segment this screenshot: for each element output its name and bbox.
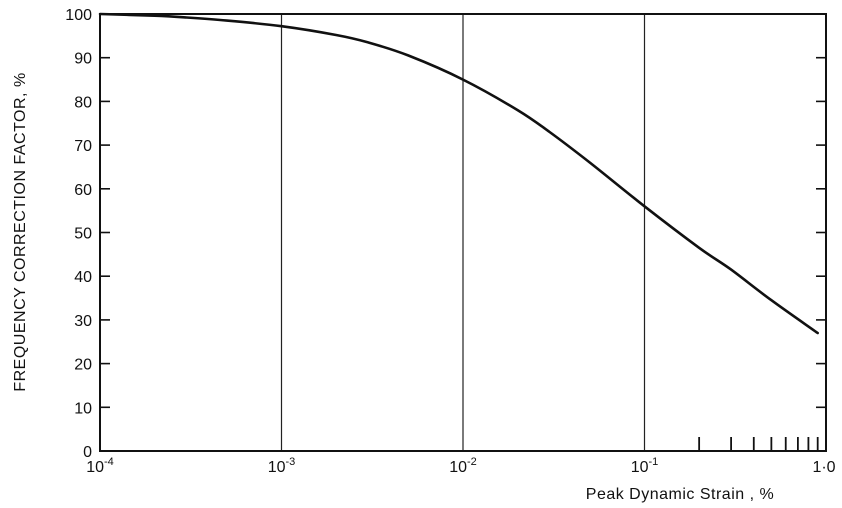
x-axis-title: Peak Dynamic Strain , %: [586, 486, 774, 503]
x-tick-exponent: -3: [286, 456, 296, 468]
y-tick-label: 50: [74, 226, 92, 243]
x-tick-base: 10: [631, 459, 649, 476]
x-tick-labels: 10-4 10-3 10-2 10-1 1·0: [86, 456, 835, 476]
y-tick-label: 80: [74, 94, 92, 111]
x-tick-base: 10: [268, 459, 286, 476]
x-tick-label: 10-4: [86, 456, 114, 476]
grid-lines: [280, 14, 646, 451]
x-tick-label: 10-3: [268, 456, 296, 476]
y-tick-label: 40: [74, 269, 92, 286]
x-minor-ticks: [698, 437, 819, 451]
y-tick-label: 0: [83, 444, 92, 461]
y-tick-label: 10: [74, 400, 92, 417]
x-tick-exponent: -1: [649, 456, 659, 468]
y-tick-labels: 0 10 20 30 40 50 60 70 80 90 100: [65, 7, 92, 461]
x-tick-exponent: -2: [467, 456, 477, 468]
y-tick-label: 90: [74, 51, 92, 68]
y-tick-label: 60: [74, 182, 92, 199]
x-tick-base: 1·0: [812, 459, 835, 476]
y-axis-title: FREQUENCY CORRECTION FACTOR, %: [12, 72, 29, 391]
x-tick-base: 10: [449, 459, 467, 476]
series-line: [98, 12, 819, 335]
x-tick-label: 10-2: [449, 456, 477, 476]
x-tick-base: 10: [86, 459, 104, 476]
y-tick-label: 20: [74, 357, 92, 374]
x-tick-label: 1·0: [812, 459, 835, 476]
y-tick-label: 70: [74, 138, 92, 155]
y-tick-label: 100: [65, 7, 92, 24]
x-tick-label: 10-1: [631, 456, 659, 476]
x-tick-exponent: -4: [104, 456, 114, 468]
plot-frame: [99, 13, 827, 452]
y-tick-label: 30: [74, 313, 92, 330]
